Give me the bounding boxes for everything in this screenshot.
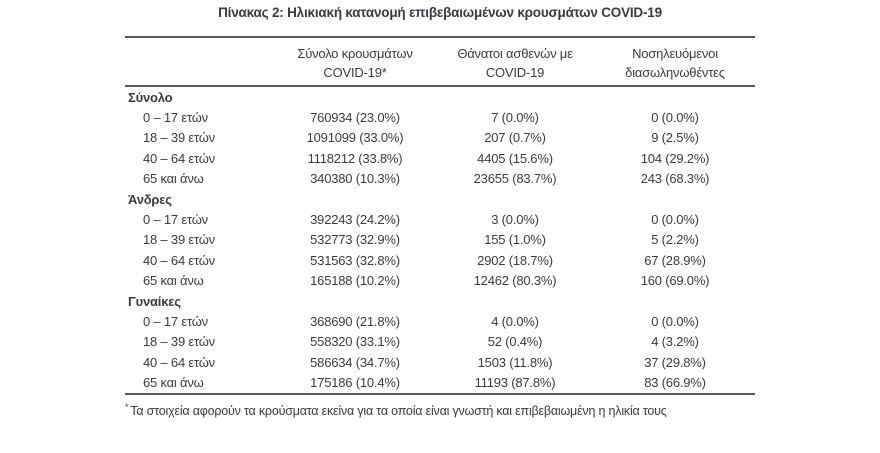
- value-cell: 4 (3.2%): [651, 334, 699, 350]
- value-cell: 1118212 (33.8%): [307, 150, 403, 166]
- value-cell: 760934 (23.0%): [310, 110, 400, 126]
- value-cell: 52 (0.4%): [487, 334, 543, 350]
- value-cell: 2902 (18.7%): [477, 252, 553, 268]
- value-cell: 1091099 (33.0%): [306, 130, 404, 146]
- value-cell: 155 (1.0%): [484, 232, 546, 248]
- value-cell: 5 (2.2%): [651, 232, 699, 248]
- header-empty-cell: [125, 61, 275, 63]
- header-intubated: Νοσηλευόμενοι διασωληνωθέντες: [595, 42, 755, 82]
- value-cell: 392243 (24.2%): [310, 212, 400, 228]
- value-cell: 4405 (15.6%): [477, 150, 553, 166]
- value-cell: 243 (68.3%): [640, 171, 710, 187]
- table-row: 65 και άνω 175186 (10.4%) 11193 (87.8%) 83 …: [125, 372, 755, 392]
- value-cell: 340380 (10.3%): [310, 171, 400, 187]
- table-header-rule: [125, 85, 755, 87]
- table-row: 0 – 17 ετών 392243 (24.2%) 3 (0.0%) 0 (0.0%…: [125, 209, 755, 229]
- table-row: 18 – 39 ετών 1091099 (33.0%) 207 (0.7%) 9 (…: [125, 128, 755, 148]
- footnote-marker: *: [125, 401, 129, 412]
- age-group-label: 40 – 64 ετών: [143, 150, 215, 166]
- header-deaths: Θάνατοι ασθενών με COVID-19: [435, 42, 595, 82]
- table-row: 18 – 39 ετών 558320 (33.1%) 52 (0.4%) 4 (3.…: [125, 332, 755, 352]
- table-row: 40 – 64 ετών 531563 (32.8%) 2902 (18.7%) 67…: [125, 250, 755, 270]
- section-label: Άνδρες: [128, 191, 172, 207]
- table-body: Σύνολο 0 – 17 ετών 760934 (23.0%) 7 (0.0%) 0…: [125, 87, 755, 393]
- age-group-label: 65 και άνω: [143, 273, 204, 289]
- value-cell: 207 (0.7%): [484, 130, 546, 146]
- age-group-label: 65 και άνω: [143, 171, 204, 187]
- value-cell: 83 (66.9%): [644, 375, 706, 391]
- value-cell: 3 (0.0%): [491, 212, 539, 228]
- value-cell: 23655 (83.7%): [473, 171, 557, 187]
- section-header-row: Σύνολο: [125, 87, 755, 107]
- value-cell: 1503 (11.8%): [477, 354, 553, 370]
- value-cell: 9 (2.5%): [651, 130, 699, 146]
- header-line: διασωληνωθέντες: [625, 64, 725, 80]
- value-cell: 0 (0.0%): [651, 110, 699, 126]
- table-row: 65 και άνω 340380 (10.3%) 23655 (83.7%) 243…: [125, 169, 755, 189]
- footnote-text: Τα στοιχεία αφορούν τα κρούσματα εκείνα …: [130, 404, 667, 419]
- section-header-row: Άνδρες: [125, 189, 755, 209]
- table-title: Πίνακας 2: Ηλικιακή κατανομή επιβεβαιωμέ…: [218, 5, 662, 20]
- section-label: Σύνολο: [128, 89, 173, 105]
- value-cell: 531563 (32.8%): [310, 252, 400, 268]
- header-line: Νοσηλευόμενοι: [632, 45, 718, 61]
- value-cell: 165188 (10.2%): [310, 273, 400, 289]
- table-row: 0 – 17 ετών 760934 (23.0%) 7 (0.0%) 0 (0.0%…: [125, 107, 755, 127]
- age-group-label: 40 – 64 ετών: [143, 354, 215, 370]
- value-cell: 160 (69.0%): [640, 273, 710, 289]
- age-group-label: 18 – 39 ετών: [143, 334, 215, 350]
- value-cell: 532773 (32.9%): [310, 232, 400, 248]
- value-cell: 7 (0.0%): [491, 110, 539, 126]
- value-cell: 67 (28.9%): [644, 252, 706, 268]
- table-top-rule: [125, 36, 755, 38]
- value-cell: 37 (29.8%): [644, 354, 706, 370]
- header-line: Σύνολο κρουσμάτων: [297, 45, 413, 61]
- value-cell: 558320 (33.1%): [310, 334, 400, 350]
- table-row: 18 – 39 ετών 532773 (32.9%) 155 (1.0%) 5 (2…: [125, 230, 755, 250]
- value-cell: 586634 (34.7%): [310, 354, 400, 370]
- age-group-label: 18 – 39 ετών: [143, 232, 215, 248]
- value-cell: 104 (29.2%): [640, 150, 710, 166]
- age-group-label: 0 – 17 ετών: [143, 110, 208, 126]
- value-cell: 0 (0.0%): [651, 212, 699, 228]
- section-header-row: Γυναίκες: [125, 291, 755, 311]
- table-footnote: * Τα στοιχεία αφορούν τα κρούσματα εκείνα…: [125, 400, 755, 419]
- table-row: 40 – 64 ετών 586634 (34.7%) 1503 (11.8%) 37…: [125, 352, 755, 372]
- table-header-row: Σύνολο κρουσμάτων COVID-19* Θάνατοι ασθε…: [125, 38, 755, 85]
- age-group-label: 0 – 17 ετών: [143, 313, 208, 329]
- table-bottom-rule: [125, 392, 755, 395]
- value-cell: 0 (0.0%): [651, 313, 699, 329]
- header-line: COVID-19*: [323, 64, 387, 80]
- age-group-label: 18 – 39 ετών: [143, 130, 215, 146]
- value-cell: 4 (0.0%): [491, 313, 539, 329]
- header-total-cases: Σύνολο κρουσμάτων COVID-19*: [275, 42, 435, 82]
- age-group-label: 65 και άνω: [143, 375, 204, 391]
- age-group-label: 0 – 17 ετών: [143, 212, 208, 228]
- value-cell: 175186 (10.4%): [310, 375, 400, 391]
- data-table: Σύνολο κρουσμάτων COVID-19* Θάνατοι ασθε…: [125, 36, 755, 395]
- header-line: COVID-19: [485, 64, 545, 80]
- table-row: 0 – 17 ετών 368690 (21.8%) 4 (0.0%) 0 (0.0%…: [125, 311, 755, 331]
- value-cell: 11193 (87.8%): [474, 375, 556, 391]
- table-row: 65 και άνω 165188 (10.2%) 12462 (80.3%) 160…: [125, 271, 755, 291]
- value-cell: 368690 (21.8%): [310, 313, 400, 329]
- header-line: Θάνατοι ασθενών με: [457, 45, 573, 61]
- table-row: 40 – 64 ετών 1118212 (33.8%) 4405 (15.6%) 1…: [125, 148, 755, 168]
- value-cell: 12462 (80.3%): [473, 273, 557, 289]
- age-group-label: 40 – 64 ετών: [143, 252, 215, 268]
- section-label: Γυναίκες: [128, 293, 181, 309]
